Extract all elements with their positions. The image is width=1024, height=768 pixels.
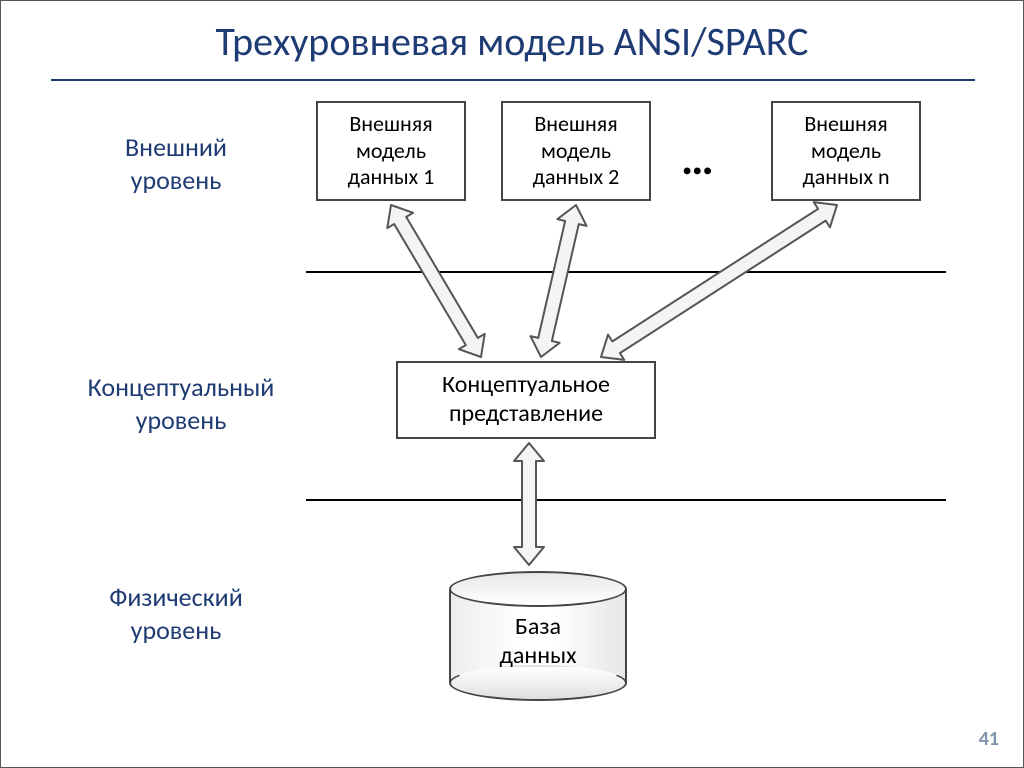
divider-2 [306, 499, 946, 501]
level-label-conceptual: Концептуальныйуровень [51, 371, 311, 436]
arrow-extn-to-conceptual [561, 165, 877, 397]
title-underline [51, 79, 975, 81]
arrow-ext1-to-conceptual [351, 165, 521, 397]
level-label-physical: Физическийуровень [71, 581, 281, 646]
cylinder-top [449, 571, 627, 607]
level-label-external: Внешнийуровень [86, 131, 266, 196]
slide-title: Трехуровневая модель ANSI/SPARC [1, 17, 1023, 66]
page-number: 41 [979, 727, 999, 751]
cylinder-label: Базаданных [449, 613, 627, 671]
database-cylinder: Базаданных [449, 571, 627, 701]
slide: Трехуровневая модель ANSI/SPARC Внешнийу… [0, 0, 1024, 768]
